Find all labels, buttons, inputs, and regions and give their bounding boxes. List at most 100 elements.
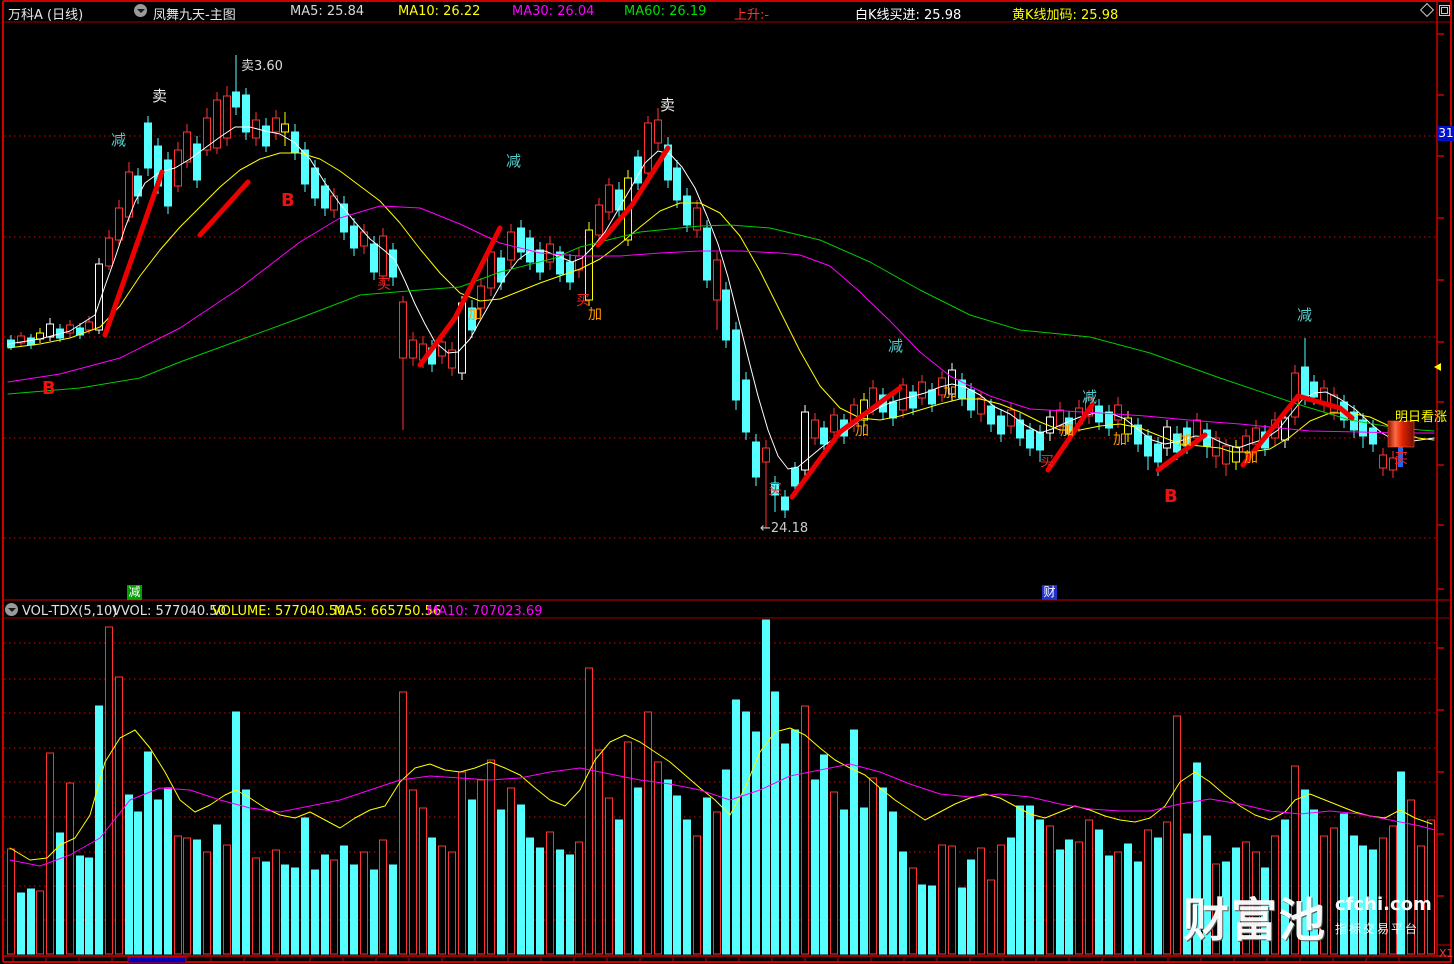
candle-body xyxy=(811,419,819,439)
candle-body xyxy=(1036,431,1044,451)
volume-bar xyxy=(1350,835,1358,955)
candle-body xyxy=(1056,409,1064,427)
volume-bar xyxy=(1261,867,1269,955)
volume-bar xyxy=(811,779,819,955)
stock-title: 万科A (日线) xyxy=(8,8,84,23)
volume-bar xyxy=(1056,849,1064,955)
candle-body xyxy=(801,411,809,471)
candle-body xyxy=(556,251,564,275)
candle-body xyxy=(1007,409,1015,427)
volume-bar xyxy=(1075,841,1083,955)
candle-body xyxy=(223,95,231,139)
signal-label: 加 xyxy=(468,307,482,323)
volume-bar xyxy=(105,626,113,955)
axis-yellow-marker xyxy=(1434,363,1441,371)
volume-bar xyxy=(497,809,505,955)
volume-bar xyxy=(732,699,740,955)
candle-body xyxy=(830,414,838,433)
signal-label: ←24.18 xyxy=(760,521,809,536)
trend-line xyxy=(102,169,165,338)
volume-bar xyxy=(232,711,240,955)
volume-bar xyxy=(517,804,525,955)
volume-bar xyxy=(321,854,329,955)
volume-bar xyxy=(1417,845,1425,955)
collapse-icon[interactable] xyxy=(134,4,147,17)
volume-bar xyxy=(1114,851,1122,955)
watermark: 财富池 cfchi.com 指标交易平台 xyxy=(1183,884,1432,950)
candle-body xyxy=(399,301,407,359)
readout-item: MA10: 707023.69 xyxy=(427,604,543,619)
candle-body xyxy=(281,123,289,133)
volume-bar xyxy=(1232,847,1240,955)
volume-bar xyxy=(556,849,564,955)
candle-body xyxy=(370,243,378,273)
volume-bar xyxy=(752,731,760,955)
signal-label: 买 xyxy=(1040,454,1054,470)
volume-bar xyxy=(928,885,936,955)
volume-bar xyxy=(909,867,917,955)
signal-label: 减 xyxy=(888,337,904,355)
volume-bar xyxy=(272,849,280,955)
volume-bar xyxy=(948,845,956,955)
candle-body xyxy=(291,131,299,153)
minimize-icon[interactable] xyxy=(1419,2,1435,18)
volume-bar xyxy=(918,884,926,955)
volume-bar xyxy=(889,811,897,955)
candle-body xyxy=(164,159,172,207)
candle-body xyxy=(683,195,691,226)
candle-body xyxy=(350,225,358,249)
volume-bar xyxy=(507,787,515,955)
readout-item: MA5: 25.84 xyxy=(290,4,365,19)
volume-bar xyxy=(771,691,779,955)
candle-body xyxy=(703,227,711,281)
watermark-brand: 财富池 xyxy=(1183,893,1327,947)
candle-body xyxy=(967,389,975,411)
volume-bar xyxy=(938,844,946,955)
volume-bar xyxy=(987,879,995,955)
volume-bar xyxy=(1369,849,1377,955)
candle-body xyxy=(909,391,917,409)
candle-body xyxy=(144,122,152,169)
candle-body xyxy=(232,91,240,108)
vol-ma5-line xyxy=(9,727,1433,861)
volume-bar xyxy=(477,779,485,955)
volume-bar xyxy=(781,743,789,955)
collapse-icon[interactable] xyxy=(5,603,18,616)
main-chart-header: 万科A (日线) 凤舞九天-主图 MA5: 25.84 MA10: 26.22 MA… xyxy=(0,0,1454,23)
candle-body xyxy=(820,427,828,445)
candle-body xyxy=(1232,446,1240,463)
volume-bar xyxy=(409,789,417,955)
volume-bar xyxy=(330,859,338,955)
watermark-tagline: 指标交易平台 xyxy=(1335,922,1420,936)
volume-bar xyxy=(869,777,877,955)
candle-body xyxy=(193,143,201,181)
volume-bar xyxy=(134,811,142,955)
volume-header: VOL-TDX(5,10) VVOL: 577040.50 VOLUME: 5770… xyxy=(0,601,1454,623)
volume-bar xyxy=(370,869,378,955)
volume-bar xyxy=(1016,805,1024,955)
volume-bar xyxy=(1036,819,1044,955)
candle-body xyxy=(389,249,397,278)
candle-body xyxy=(1105,411,1113,429)
volume-bar xyxy=(575,841,583,955)
volume-bar xyxy=(673,795,681,955)
restore-icon[interactable] xyxy=(1439,5,1450,16)
candle-body xyxy=(713,259,721,301)
candle-body xyxy=(752,441,760,478)
candle-body xyxy=(732,329,740,401)
trend-line xyxy=(1155,432,1208,473)
vol-ma10-line xyxy=(9,763,1436,867)
volume-bar xyxy=(1105,855,1113,955)
candle-body xyxy=(448,349,456,369)
volume-bar xyxy=(722,769,730,955)
volume-bar xyxy=(27,888,35,955)
volume-bar xyxy=(311,869,319,955)
candle-body xyxy=(1222,445,1230,465)
candle-body xyxy=(115,207,123,241)
volume-bar xyxy=(1026,805,1034,955)
time-axis-highlight[interactable] xyxy=(127,956,187,964)
volume-bar xyxy=(399,691,407,955)
volume-bar xyxy=(419,807,427,955)
candle-body xyxy=(605,184,613,213)
candle-body xyxy=(918,381,926,399)
